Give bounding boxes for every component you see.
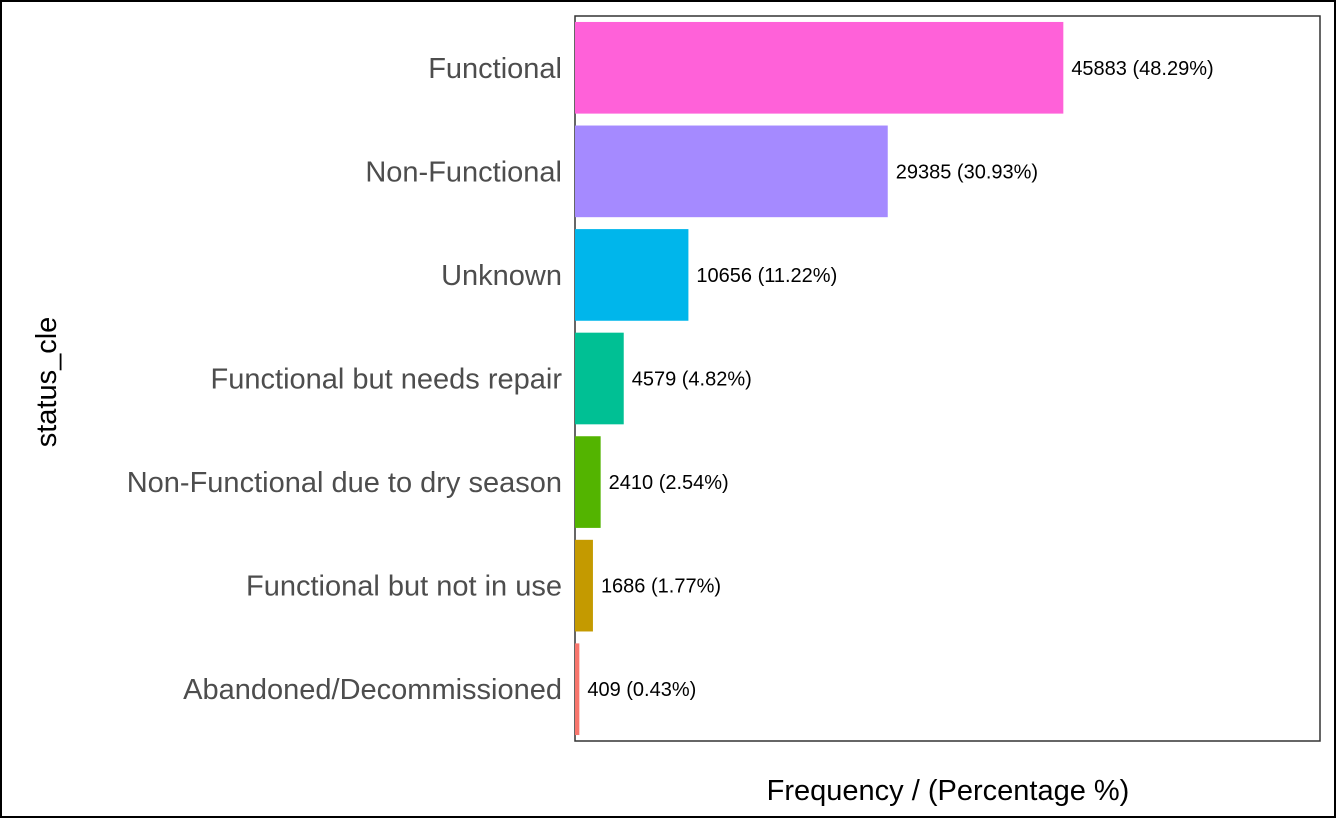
bar-4: [575, 436, 601, 528]
bar-3: [575, 332, 624, 425]
bar-value-label: 409 (0.43%): [587, 679, 696, 701]
y-axis-title: status_cle: [31, 317, 63, 448]
category-label: Unknown: [441, 260, 562, 292]
bar-value-label: 1686 (1.77%): [601, 576, 721, 598]
category-labels-group: Functional Non-Functional Unknown Functiona…: [127, 53, 563, 706]
bar-1: [575, 125, 888, 218]
bar-value-label: 29385 (30.93%): [896, 161, 1038, 183]
bar-0: [575, 21, 1064, 114]
category-label: Functional but not in use: [246, 571, 562, 603]
category-label: Functional: [428, 53, 562, 85]
bar-value-label: 45883 (48.29%): [1071, 58, 1213, 80]
bar-6: [575, 643, 580, 736]
bar-5: [575, 539, 593, 632]
bars-group: [575, 21, 1064, 736]
category-label: Non-Functional due to dry season: [127, 467, 562, 499]
category-label: Abandoned/Decommissioned: [183, 674, 562, 706]
bar-value-label: 10656 (11.22%): [696, 265, 837, 287]
bar-value-label: 2410 (2.54%): [609, 472, 729, 494]
data-labels-group: 45883 (48.29%) 29385 (30.93%) 10656 (11.22…: [587, 58, 1213, 701]
x-axis-title: Frequency / (Percentage %): [767, 775, 1130, 807]
bar-2: [575, 229, 689, 321]
category-label: Functional but needs repair: [211, 364, 563, 396]
category-label: Non-Functional: [365, 156, 562, 188]
bar-value-label: 4579 (4.82%): [632, 369, 752, 391]
